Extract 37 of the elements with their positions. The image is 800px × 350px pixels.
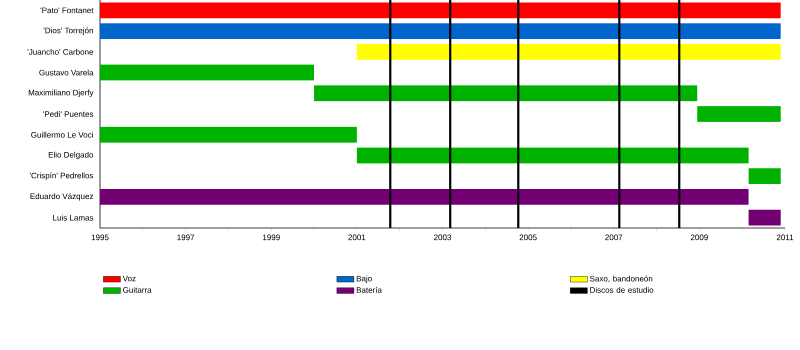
legend-label: Batería <box>356 286 382 293</box>
legend-label: Voz <box>122 276 136 282</box>
bar <box>748 210 781 226</box>
x-tick-label: 2007 <box>605 234 622 240</box>
x-tick-label: 2009 <box>690 234 708 240</box>
y-tick-label: Gustavo Varela <box>39 70 94 76</box>
bar <box>697 106 781 122</box>
legend-label: Saxo, bandoneón <box>590 276 652 282</box>
x-tick-label: 2003 <box>434 234 452 240</box>
y-tick-label: Guillermo Le Voci <box>31 132 93 138</box>
y-tick-label: 'Juancho' Carbone <box>28 48 94 55</box>
bar <box>100 2 781 18</box>
bar <box>100 64 314 80</box>
x-tick-label: 2011 <box>776 234 794 240</box>
y-tick-label: 'Pato' Fontanet <box>40 8 94 14</box>
bar <box>100 126 357 143</box>
y-tick-label: Maximiliano Djerfy <box>28 90 94 97</box>
bar <box>356 44 781 60</box>
legend-label: Bajo <box>356 276 372 284</box>
bar <box>100 189 749 205</box>
y-tick-label: 'Crispín' Pedrellos <box>30 172 94 180</box>
bar <box>100 23 781 39</box>
y-tick-label: Luis Lamas <box>53 214 94 221</box>
x-tick-label: 1999 <box>262 234 280 240</box>
y-tick-label: Eduardo Vázquez <box>30 193 94 201</box>
x-tick-label: 2005 <box>520 234 537 240</box>
bar <box>314 85 698 102</box>
y-tick-label: Elio Delgado <box>48 152 94 160</box>
bar <box>748 168 781 184</box>
bar <box>356 148 749 164</box>
y-tick-label: 'Pedi' Puentes <box>43 111 94 117</box>
x-tick-label: 1997 <box>177 234 194 240</box>
y-tick-label: 'Dios' Torrejón <box>44 27 93 35</box>
x-tick-label: 2001 <box>348 234 366 240</box>
x-tick-label: 1995 <box>92 234 109 240</box>
legend-label: Guitarra <box>123 286 152 293</box>
legend-label: Discos de estudio <box>590 286 654 293</box>
